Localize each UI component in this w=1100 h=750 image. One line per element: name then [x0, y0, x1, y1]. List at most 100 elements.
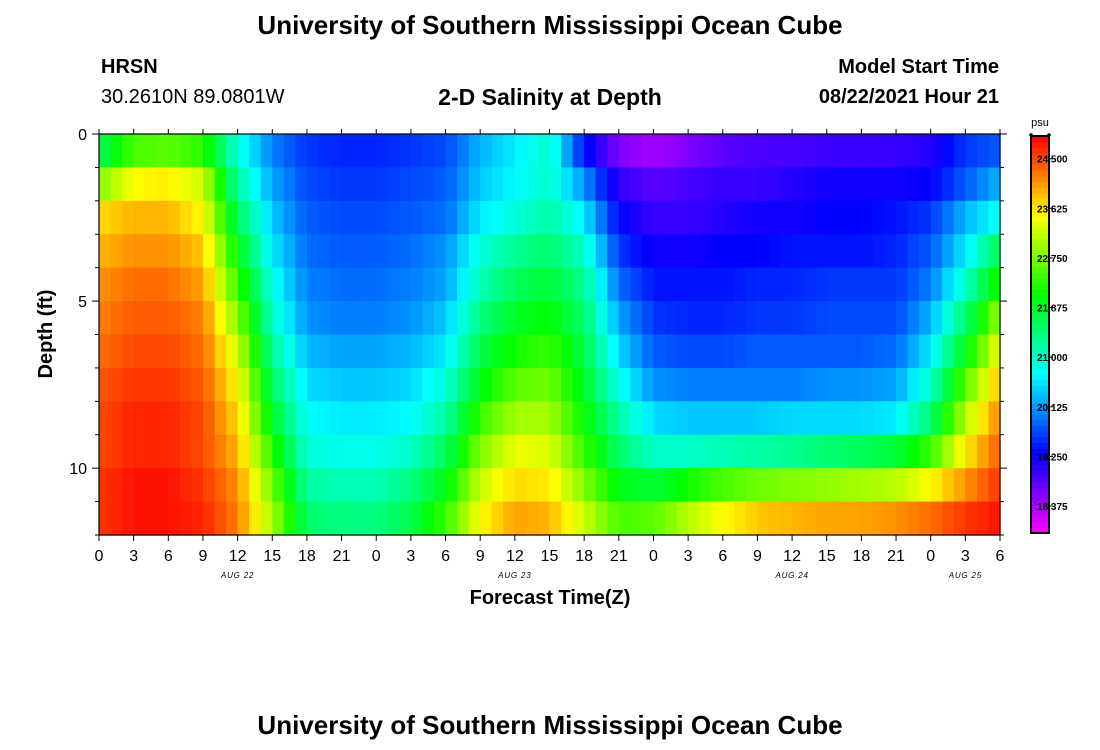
colorbar-segment	[1031, 357, 1049, 364]
heatmap-cell	[861, 501, 874, 536]
heatmap-cell	[803, 434, 816, 469]
heatmap-cell	[156, 501, 169, 536]
heatmap-cell	[433, 301, 447, 336]
heatmap-cell	[919, 334, 932, 369]
heatmap-cell	[653, 468, 666, 503]
heatmap-cell	[110, 301, 123, 336]
heatmap-cell	[179, 301, 193, 336]
heatmap-cell	[907, 267, 920, 302]
heatmap-cell	[122, 134, 135, 169]
heatmap-cell	[191, 401, 204, 436]
heatmap-cell	[919, 468, 932, 503]
heatmap-cell	[653, 367, 666, 402]
heatmap-cell	[688, 434, 701, 469]
heatmap-cell	[595, 301, 608, 336]
heatmap-cell	[272, 434, 285, 469]
heatmap-cell	[179, 334, 193, 369]
heatmap-cell	[653, 134, 666, 169]
heatmap-cell	[942, 501, 955, 536]
heatmap-cell	[953, 468, 966, 503]
heatmap-cell	[884, 301, 897, 336]
heatmap-cell	[549, 334, 562, 369]
heatmap-cell	[907, 501, 920, 536]
heatmap-cell	[457, 234, 470, 269]
heatmap-cell	[422, 334, 435, 369]
heatmap-cell	[884, 267, 897, 302]
heatmap-cell	[122, 468, 135, 503]
heatmap-cell	[676, 501, 689, 536]
heatmap-cell	[953, 301, 966, 336]
heatmap-cell	[537, 200, 551, 235]
day-labels: AUG 22 AUG 23 AUG 24 AUG 25	[220, 571, 981, 580]
heatmap-cell	[99, 434, 112, 469]
heatmap-cell	[676, 434, 689, 469]
heatmap-cell	[722, 401, 735, 436]
colorbar-segment	[1031, 323, 1049, 330]
heatmap-cell	[133, 167, 146, 202]
colorbar-segment	[1031, 192, 1049, 199]
heatmap-cell	[815, 134, 828, 169]
heatmap-cell	[376, 301, 389, 336]
heatmap-cell	[445, 468, 458, 503]
heatmap-cell	[353, 434, 366, 469]
heatmap-cell	[872, 267, 886, 302]
heatmap-cell	[919, 434, 932, 469]
heatmap-cell	[503, 167, 516, 202]
heatmap-cell	[341, 334, 354, 369]
heatmap-cell	[665, 367, 678, 402]
heatmap-cell	[745, 167, 759, 202]
heatmap-cell	[191, 434, 204, 469]
heatmap-cell	[376, 468, 389, 503]
heatmap-cell	[410, 468, 424, 503]
heatmap-cell	[976, 134, 990, 169]
heatmap-cell	[295, 434, 308, 469]
heatmap-cell	[318, 234, 331, 269]
heatmap-cell	[457, 200, 470, 235]
heatmap-cell	[202, 434, 216, 469]
heatmap-cell	[260, 301, 273, 336]
colorbar-segment	[1031, 221, 1049, 228]
heatmap-cell	[930, 301, 943, 336]
colorbar-tick-label: 21.000	[1037, 353, 1068, 364]
heatmap-cell	[665, 200, 678, 235]
heatmap-cell	[526, 434, 539, 469]
heatmap-cell	[110, 501, 123, 536]
colorbar-segment	[1031, 283, 1049, 290]
heatmap-cell	[133, 501, 146, 536]
heatmap-cell	[145, 334, 158, 369]
heatmap-cell	[226, 301, 239, 336]
heatmap-cell	[699, 167, 712, 202]
heatmap-cell	[861, 267, 874, 302]
heatmap-cell	[145, 434, 158, 469]
heatmap-cell	[745, 434, 759, 469]
heatmap-cell	[387, 200, 400, 235]
heatmap-cell	[306, 234, 320, 269]
heatmap-cell	[872, 200, 886, 235]
heatmap-cell	[295, 134, 308, 169]
heatmap-cell	[295, 167, 308, 202]
heatmap-cell	[838, 134, 851, 169]
heatmap-cell	[803, 501, 816, 536]
heatmap-cell	[584, 401, 597, 436]
heatmap-cell	[226, 468, 239, 503]
heatmap-cell	[237, 167, 250, 202]
heatmap-cell	[249, 501, 262, 536]
heatmap-cell	[676, 301, 689, 336]
heatmap-cell	[330, 200, 343, 235]
heatmap-cell	[988, 167, 1001, 202]
heatmap-cell	[641, 501, 655, 536]
heatmap-cell	[295, 367, 308, 402]
heatmap-cell	[445, 434, 458, 469]
heatmap-cell	[260, 401, 273, 436]
heatmap-cell	[930, 334, 943, 369]
heatmap-cell	[202, 301, 216, 336]
heatmap-cell	[457, 468, 470, 503]
heatmap-cell	[353, 301, 366, 336]
heatmap-cell	[976, 334, 990, 369]
heatmap-cell	[156, 167, 169, 202]
heatmap-cell	[272, 367, 285, 402]
heatmap-cell	[480, 334, 493, 369]
heatmap-cell	[364, 334, 377, 369]
heatmap-cell	[226, 367, 239, 402]
heatmap-cell	[826, 301, 839, 336]
